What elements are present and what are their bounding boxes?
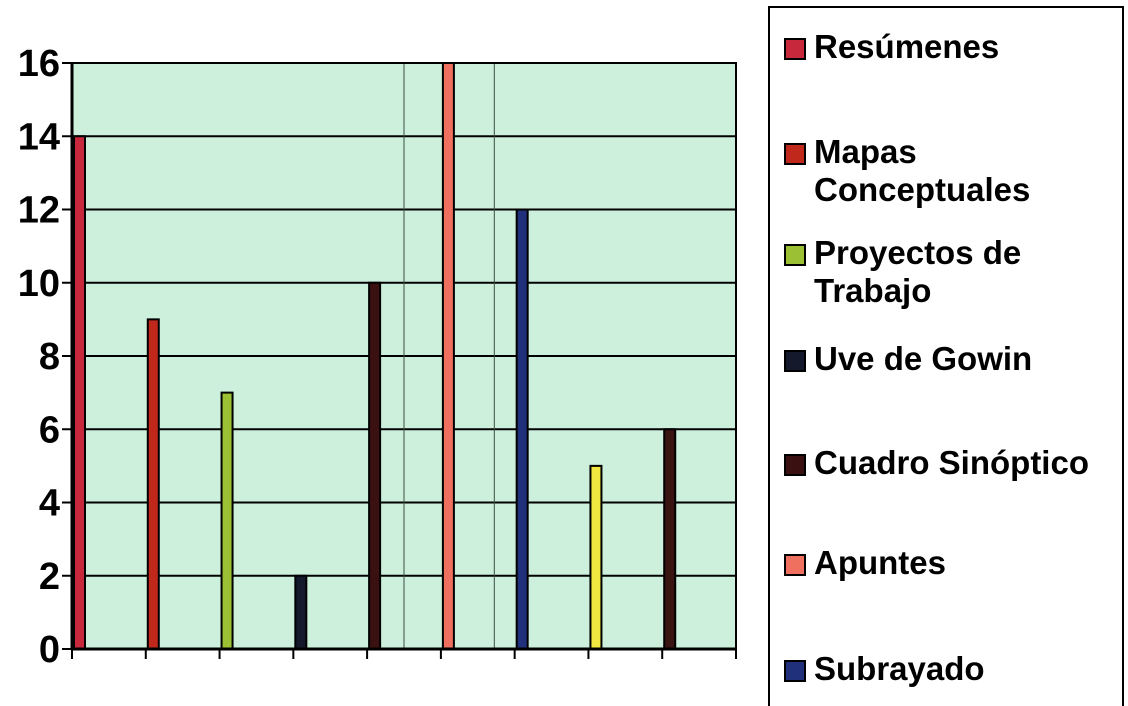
y-tick-label: 14: [18, 116, 60, 158]
y-tick-label: 16: [18, 43, 60, 85]
y-tick-label: 2: [39, 556, 60, 598]
bar: [294, 574, 308, 650]
legend-item: Cuadro Sinóptico: [784, 444, 1104, 482]
legend-item: Uve de Gowin: [784, 340, 1104, 378]
legend-swatch: [784, 350, 806, 372]
y-tick-labels: 0 2 4 6 8 10 12 14 16: [18, 43, 60, 671]
y-tick-label: 10: [18, 263, 60, 305]
axes: [62, 62, 737, 659]
legend-swatch: [784, 454, 806, 476]
y-tick-label: 8: [39, 336, 60, 378]
legend-label: Mapas Conceptuales: [814, 133, 1031, 208]
bar: [589, 464, 603, 650]
legend-item: Mapas Conceptuales: [784, 133, 1104, 209]
legend-label: Resúmenes: [814, 28, 1000, 65]
legend-label: Apuntes: [814, 544, 946, 581]
bar: [220, 391, 234, 650]
legend-swatch: [784, 660, 806, 682]
legend-item: Proyectos de Trabajo: [784, 234, 1104, 310]
legend-label: Uve de Gowin: [814, 340, 1033, 377]
bar: [368, 281, 382, 650]
y-tick-label: 0: [39, 629, 60, 671]
legend-item: Subrayado: [784, 650, 1104, 688]
chart: 0 2 4 6 8 10 12 14 16: [18, 43, 737, 671]
legend-label: Cuadro Sinóptico: [814, 444, 1089, 481]
legend: Resúmenes Mapas Conceptuales Proyectos d…: [768, 6, 1124, 706]
legend-swatch: [784, 38, 806, 60]
legend-swatch: [784, 143, 806, 165]
y-tick-label: 4: [39, 483, 60, 525]
legend-swatch: [784, 554, 806, 576]
bar: [515, 208, 529, 650]
bar: [663, 428, 677, 650]
y-tick-label: 12: [18, 190, 60, 232]
legend-item: Apuntes: [784, 544, 1104, 582]
legend-item: Resúmenes: [784, 28, 1104, 66]
bar: [73, 135, 86, 650]
y-tick-label: 6: [39, 409, 60, 451]
bar: [441, 62, 455, 650]
bar: [146, 318, 160, 650]
legend-swatch: [784, 244, 806, 266]
legend-label: Proyectos de Trabajo: [814, 234, 1022, 309]
legend-label: Subrayado: [814, 650, 985, 687]
